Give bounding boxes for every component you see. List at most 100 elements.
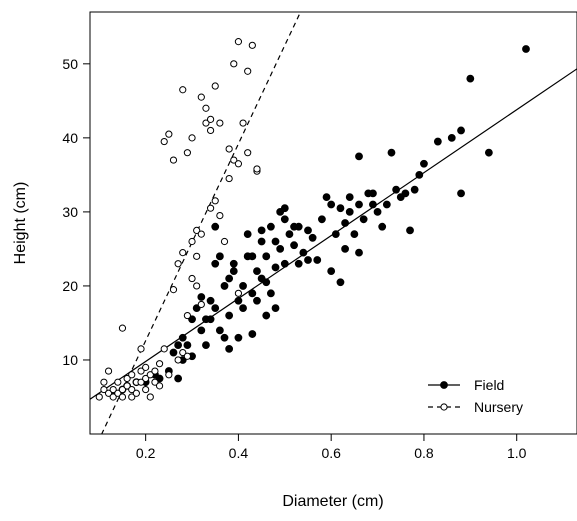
point-field [174,341,183,350]
legend-label-nursery: Nursery [474,399,523,415]
point-field [322,193,331,201]
point-nursery [118,385,127,394]
point-field [234,296,243,305]
point-field [197,293,206,301]
point-nursery [137,345,145,353]
point-field [280,259,289,268]
point-field [225,344,234,353]
point-field [276,245,285,253]
point-field [257,226,266,235]
point-field [280,204,289,213]
point-field [447,133,456,142]
point-nursery [206,204,215,212]
x-tick-label: 0.4 [229,445,249,461]
point-field [355,248,363,257]
point-field [331,230,340,239]
point-nursery [114,389,122,397]
point-nursery [220,237,229,246]
point-nursery [100,385,108,394]
point-nursery [118,324,127,332]
point-nursery [183,311,191,320]
point-nursery [155,382,164,390]
point-field [271,263,280,272]
point-field [253,296,261,305]
x-tick-label: 0.6 [321,445,341,461]
point-nursery [128,371,136,379]
point-field [304,226,312,235]
point-field [215,252,224,261]
point-field [248,252,257,261]
point-nursery [188,134,196,142]
point-nursery [118,393,127,401]
plot-frame [89,11,577,435]
point-field [369,189,377,198]
point-nursery [197,300,205,309]
point-nursery [244,67,252,75]
point-field [215,326,224,335]
point-field [211,259,220,268]
point-field [285,230,294,239]
point-nursery [109,385,117,394]
point-field [206,315,215,324]
point-nursery [160,137,168,146]
axes: 0.2 0.4 0.6 0.8 1.0 10 20 30 40 50 [62,56,526,461]
point-nursery [169,286,178,294]
point-field [401,189,410,198]
point-nursery [160,345,168,353]
point-nursery [146,371,154,379]
point-nursery [128,385,136,394]
point-nursery [248,41,256,49]
point-nursery [123,382,131,390]
point-field [350,230,359,239]
point-field [262,252,271,261]
point-field [239,304,247,313]
point-field [229,267,238,276]
y-tick-label: 20 [62,278,78,294]
point-nursery [225,145,233,153]
point-nursery [183,352,191,360]
point-field [341,219,349,227]
point-nursery [142,374,150,383]
point-field [174,374,183,383]
point-nursery [239,119,247,127]
point-field [466,74,475,83]
point-field [202,341,210,350]
y-tick-label: 30 [62,204,78,220]
point-nursery [216,211,224,220]
point-field [271,304,280,313]
point-field [406,226,414,235]
point-nursery [234,289,243,297]
point-nursery [197,230,205,238]
legend: Field Nursery [428,377,523,415]
point-nursery [193,282,201,290]
y-tick-label: 50 [62,56,78,72]
point-field [308,233,317,242]
point-nursery [230,60,238,68]
point-field [220,282,229,290]
point-nursery [151,378,159,386]
point-field [225,311,234,320]
point-field [271,237,280,246]
point-field [392,185,401,194]
point-nursery [165,130,173,138]
y-tick-label: 10 [62,352,78,368]
point-nursery [137,367,145,375]
point-nursery [179,86,187,94]
x-tick-label: 0.8 [414,445,434,461]
point-nursery [123,374,131,383]
point-field [457,126,465,135]
point-nursery [169,156,178,164]
x-axis-title: Diameter (cm) [282,493,383,510]
point-nursery [211,82,219,90]
point-nursery [216,119,224,127]
point-field [341,245,349,253]
point-field [178,333,187,342]
point-nursery [128,393,136,401]
point-nursery [179,348,187,357]
point-field [382,200,391,209]
point-nursery [104,367,113,375]
point-field [266,289,275,298]
point-nursery [193,252,201,260]
point-nursery [188,274,196,283]
point-nursery [100,378,108,386]
